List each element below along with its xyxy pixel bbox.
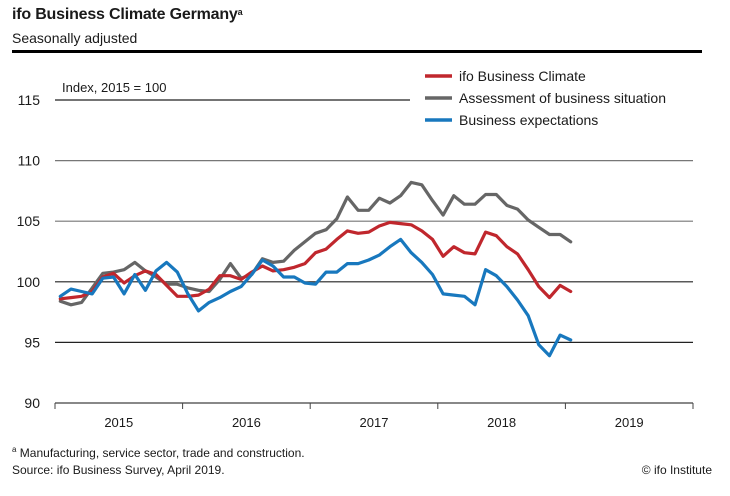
y-axis-label: Index, 2015 = 100 [62, 80, 166, 95]
series-lines [58, 180, 573, 358]
legend: ifo Business Climate Assessment of busine… [425, 68, 666, 128]
x-tick-label: 2017 [360, 415, 389, 430]
footnote: a Manufacturing, service sector, trade a… [12, 445, 305, 460]
footnote-marker: a [12, 445, 17, 454]
chart-subtitle: Seasonally adjusted [12, 30, 138, 46]
y-tick-label: 90 [24, 395, 40, 411]
header-rule [12, 50, 702, 53]
y-tick-label: 115 [18, 92, 41, 108]
chart-title-text: ifo Business Climate Germany [12, 6, 238, 23]
legend-label: Assessment of business situation [459, 90, 666, 106]
footnote-text: Manufacturing, service sector, trade and… [19, 446, 305, 460]
y-tick-label: 110 [18, 153, 41, 169]
copyright: © ifo Institute [641, 463, 712, 477]
series-line-assessment-of-business-situation [58, 180, 573, 307]
y-tick-labels: 90 95 100 105 110 115 [17, 92, 41, 411]
x-tick-label: 2019 [615, 415, 644, 430]
series-line-ifo-business-climate [58, 220, 573, 301]
x-tick-label: 2016 [232, 415, 261, 430]
source-note: Source: ifo Business Survey, April 2019. [12, 463, 225, 477]
chart-title: ifo Business Climate Germanya [12, 6, 243, 24]
y-tick-label: 100 [17, 274, 41, 290]
legend-label: Business expectations [459, 112, 598, 128]
x-tick-label: 2015 [104, 415, 133, 430]
grid-lines [55, 99, 693, 343]
series-line-business-expectations [58, 237, 573, 358]
x-axis: 2015 2016 2017 2018 2019 [54, 402, 694, 430]
y-tick-label: 95 [24, 334, 40, 350]
x-tick-label: 2018 [487, 415, 516, 430]
title-footnote-marker: a [237, 7, 243, 17]
y-tick-label: 105 [17, 213, 41, 229]
legend-label: ifo Business Climate [459, 68, 586, 84]
